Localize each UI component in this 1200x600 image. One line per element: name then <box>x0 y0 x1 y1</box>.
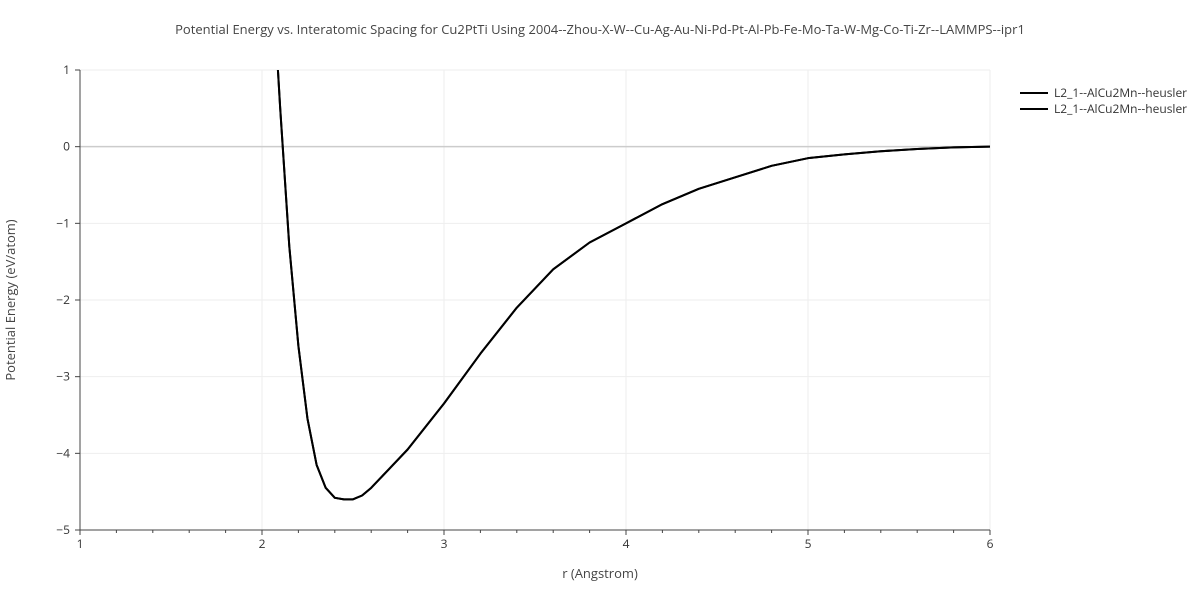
y-axis-label: Potential Energy (eV/atom) <box>1 219 19 380</box>
svg-text:1: 1 <box>77 535 84 552</box>
legend-swatch-icon <box>1020 108 1048 110</box>
plot-area[interactable]: 123456−5−4−3−2−101 <box>80 70 990 530</box>
legend-label: L2_1--AlCu2Mn--heusler <box>1054 101 1187 117</box>
svg-text:3: 3 <box>441 535 448 552</box>
svg-text:−1: −1 <box>56 214 70 231</box>
legend[interactable]: L2_1--AlCu2Mn--heuslerL2_1--AlCu2Mn--heu… <box>1020 85 1187 117</box>
svg-text:4: 4 <box>623 535 630 552</box>
tick-labels: 1 2 3 4 5 6 −5 −4 −3 −2 −1 0 1 <box>56 61 993 552</box>
x-axis-label: r (Angstrom) <box>0 564 1200 582</box>
svg-text:2: 2 <box>259 535 266 552</box>
gridlines <box>80 70 990 530</box>
legend-label: L2_1--AlCu2Mn--heusler <box>1054 85 1187 101</box>
series-line-1[interactable] <box>271 0 990 499</box>
svg-text:1: 1 <box>63 61 70 78</box>
axes <box>75 70 990 535</box>
svg-text:−2: −2 <box>56 291 70 308</box>
svg-text:0: 0 <box>63 138 70 155</box>
svg-text:−3: −3 <box>56 368 70 385</box>
svg-text:6: 6 <box>987 535 994 552</box>
svg-text:−5: −5 <box>56 521 70 538</box>
legend-swatch-icon <box>1020 92 1048 94</box>
series-line-0[interactable] <box>271 0 990 499</box>
svg-text:5: 5 <box>805 535 812 552</box>
svg-text:−4: −4 <box>56 444 70 461</box>
chart-title: Potential Energy vs. Interatomic Spacing… <box>0 20 1200 38</box>
series-group <box>271 0 990 499</box>
legend-item-1[interactable]: L2_1--AlCu2Mn--heusler <box>1020 101 1187 117</box>
legend-item-0[interactable]: L2_1--AlCu2Mn--heusler <box>1020 85 1187 101</box>
chart-container: Potential Energy vs. Interatomic Spacing… <box>0 0 1200 600</box>
